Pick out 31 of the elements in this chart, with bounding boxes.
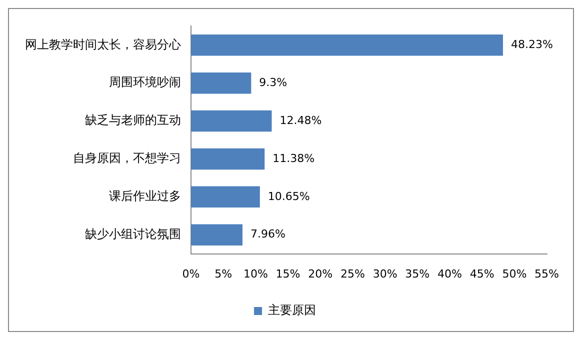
data-label: 12.48%: [280, 114, 322, 127]
y-tick-label: 周围环境吵闹: [109, 75, 181, 90]
x-tick-label: 35%: [405, 267, 430, 280]
data-label: 48.23%: [510, 38, 553, 52]
bar: [191, 224, 242, 246]
bar: [191, 72, 252, 94]
x-tick-label: 25%: [340, 267, 365, 280]
x-tick-label: 55%: [534, 267, 559, 280]
x-tick-label: 20%: [308, 267, 333, 280]
x-tick-label: 50%: [502, 267, 527, 280]
x-tick-label: 0%: [182, 267, 200, 280]
legend-label: 主要原因: [268, 303, 316, 318]
x-tick-label: 45%: [470, 267, 494, 280]
x-tick-label: 15%: [276, 267, 300, 280]
x-tick-label: 10%: [243, 267, 268, 280]
y-tick-label: 自身原因，不想学习: [73, 151, 181, 166]
y-tick-label: 网上教学时间太长，容易分心: [25, 37, 181, 52]
data-label: 11.38%: [272, 152, 315, 165]
x-tick-label: 30%: [372, 267, 398, 280]
data-label: 7.96%: [250, 228, 286, 241]
bar: [191, 34, 503, 56]
y-tick-label: 课后作业过多: [109, 189, 181, 204]
bar: [191, 110, 272, 132]
bar: [191, 186, 260, 208]
data-label: 10.65%: [268, 190, 310, 203]
bar: [191, 148, 265, 170]
x-tick-label: 5%: [214, 267, 232, 280]
y-tick-label: 缺少小组讨论氛围: [85, 226, 181, 241]
x-tick-label: 40%: [438, 267, 462, 280]
y-tick-label: 缺乏与老师的互动: [85, 113, 181, 128]
data-label: 9.3%: [259, 76, 288, 89]
